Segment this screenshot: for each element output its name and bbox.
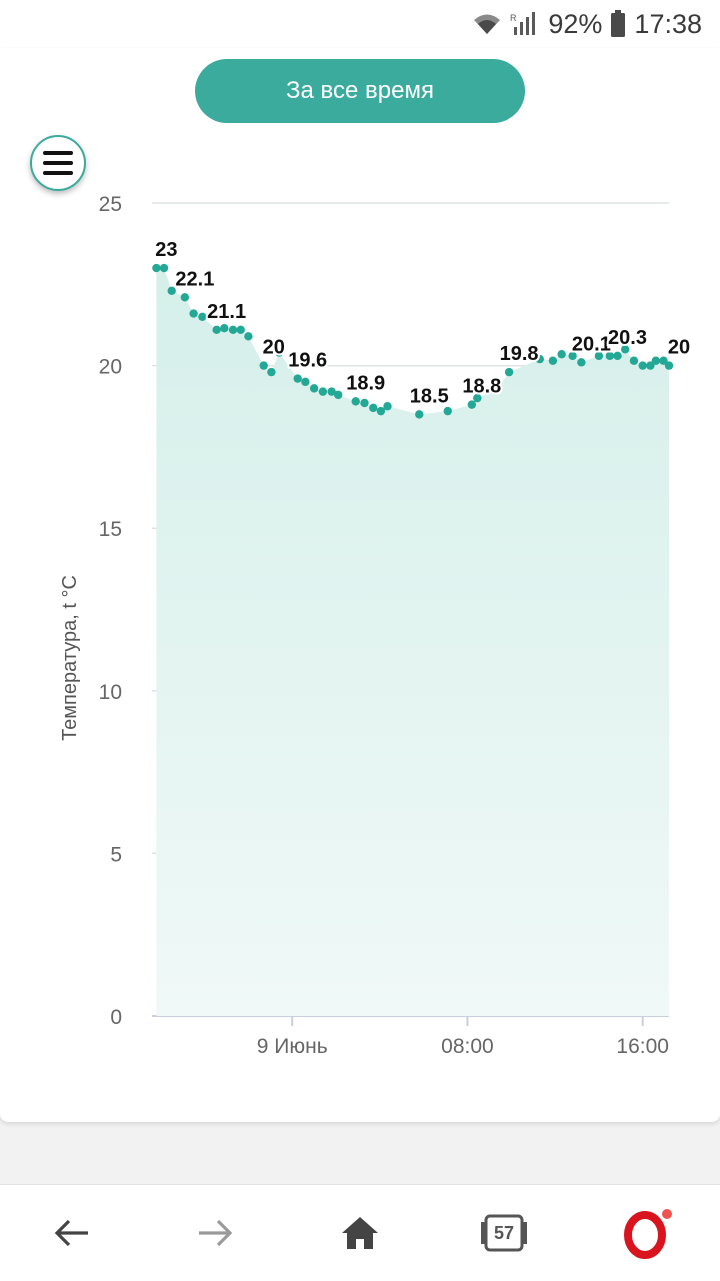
menu-button[interactable] bbox=[30, 135, 86, 191]
back-arrow-icon bbox=[54, 1219, 88, 1247]
data-label: 18.8 bbox=[462, 376, 501, 398]
y-tick-label: 20 bbox=[99, 356, 122, 379]
data-point[interactable] bbox=[244, 332, 253, 341]
data-point[interactable] bbox=[504, 367, 514, 377]
data-point[interactable] bbox=[629, 356, 639, 365]
forward-arrow-icon bbox=[199, 1219, 233, 1247]
data-label: 20.1 bbox=[572, 333, 611, 355]
data-point[interactable] bbox=[651, 356, 661, 365]
opera-icon bbox=[624, 1209, 672, 1259]
tab-count: 57 bbox=[493, 1222, 515, 1243]
data-point[interactable] bbox=[189, 309, 198, 318]
data-point[interactable] bbox=[415, 410, 424, 419]
hamburger-icon bbox=[43, 151, 73, 175]
data-point[interactable] bbox=[309, 384, 319, 393]
data-point[interactable] bbox=[443, 406, 452, 416]
data-point[interactable] bbox=[351, 397, 360, 406]
x-tick-label: 16:00 bbox=[616, 1035, 669, 1058]
data-point[interactable] bbox=[577, 358, 586, 367]
data-point[interactable] bbox=[228, 325, 238, 335]
back-button[interactable] bbox=[42, 1205, 102, 1261]
data-point[interactable] bbox=[159, 263, 169, 273]
data-point[interactable] bbox=[360, 398, 369, 408]
data-point[interactable] bbox=[212, 325, 221, 335]
data-label: 22.1 bbox=[175, 268, 214, 290]
data-point[interactable] bbox=[568, 351, 577, 361]
battery-percent: 92% bbox=[548, 8, 603, 39]
x-tick-label: 9 Июнь bbox=[257, 1035, 328, 1058]
data-point[interactable] bbox=[318, 387, 328, 396]
y-tick-label: 25 bbox=[99, 193, 122, 216]
tabs-button[interactable]: 57 bbox=[474, 1205, 534, 1261]
data-point[interactable] bbox=[613, 351, 622, 361]
data-point[interactable] bbox=[152, 263, 161, 273]
data-point[interactable] bbox=[473, 393, 482, 403]
y-axis-title: Температура, t °C bbox=[59, 575, 81, 741]
data-point[interactable] bbox=[620, 345, 630, 354]
forward-button[interactable] bbox=[185, 1205, 245, 1261]
all-time-range-button[interactable]: За все время bbox=[195, 59, 525, 123]
data-label: 19.6 bbox=[288, 350, 327, 372]
svg-text:R: R bbox=[510, 13, 517, 23]
data-point[interactable] bbox=[376, 406, 386, 416]
status-icons: R 92% 17:38 bbox=[472, 4, 702, 44]
data-point[interactable] bbox=[638, 361, 647, 370]
data-label: 18.5 bbox=[410, 385, 449, 407]
y-tick-label: 0 bbox=[110, 1006, 122, 1029]
home-icon bbox=[342, 1217, 378, 1249]
opera-menu-button[interactable] bbox=[618, 1205, 678, 1261]
clock: 17:38 bbox=[634, 8, 702, 39]
data-label: 18.9 bbox=[346, 372, 385, 394]
data-label: 23 bbox=[155, 239, 177, 261]
data-point[interactable] bbox=[198, 312, 207, 322]
signal-icon: R bbox=[510, 12, 536, 35]
temperature-area bbox=[156, 268, 670, 1016]
data-label: 20 bbox=[668, 337, 690, 359]
data-point[interactable] bbox=[493, 384, 503, 393]
data-point[interactable] bbox=[605, 351, 615, 361]
tabs-icon bbox=[481, 1214, 527, 1252]
data-point[interactable] bbox=[383, 402, 392, 411]
data-point[interactable] bbox=[267, 367, 276, 377]
data-point[interactable] bbox=[301, 377, 310, 387]
data-label: 20 bbox=[263, 337, 285, 359]
data-point[interactable] bbox=[259, 361, 268, 370]
data-point[interactable] bbox=[535, 354, 544, 364]
y-tick-label: 5 bbox=[110, 843, 122, 866]
data-point[interactable] bbox=[467, 400, 477, 409]
data-point[interactable] bbox=[327, 387, 336, 396]
data-point[interactable] bbox=[167, 286, 176, 296]
data-point[interactable] bbox=[557, 350, 566, 359]
data-label: 20.3 bbox=[608, 327, 647, 349]
y-tick-label: 15 bbox=[99, 518, 122, 541]
y-tick-label: 10 bbox=[99, 681, 122, 704]
data-point[interactable] bbox=[293, 374, 302, 383]
data-point[interactable] bbox=[180, 293, 190, 302]
browser-nav-bar: 57 bbox=[0, 1184, 720, 1281]
wifi-icon bbox=[474, 14, 501, 34]
status-bar: R 92% 17:38 bbox=[0, 0, 720, 48]
data-point[interactable] bbox=[369, 403, 378, 413]
battery-icon bbox=[611, 10, 626, 37]
home-button[interactable] bbox=[330, 1205, 390, 1261]
data-point[interactable] bbox=[594, 351, 604, 361]
data-point[interactable] bbox=[548, 356, 558, 365]
data-point[interactable] bbox=[659, 356, 668, 365]
data-label: 21.1 bbox=[207, 301, 246, 323]
data-point[interactable] bbox=[664, 361, 674, 370]
data-point[interactable] bbox=[236, 325, 245, 335]
x-tick-label: 08:00 bbox=[441, 1035, 494, 1058]
data-point[interactable] bbox=[220, 324, 229, 333]
data-point[interactable] bbox=[646, 361, 655, 370]
data-point[interactable] bbox=[334, 390, 343, 400]
data-label: 19.8 bbox=[500, 343, 539, 365]
data-point[interactable] bbox=[274, 348, 284, 357]
